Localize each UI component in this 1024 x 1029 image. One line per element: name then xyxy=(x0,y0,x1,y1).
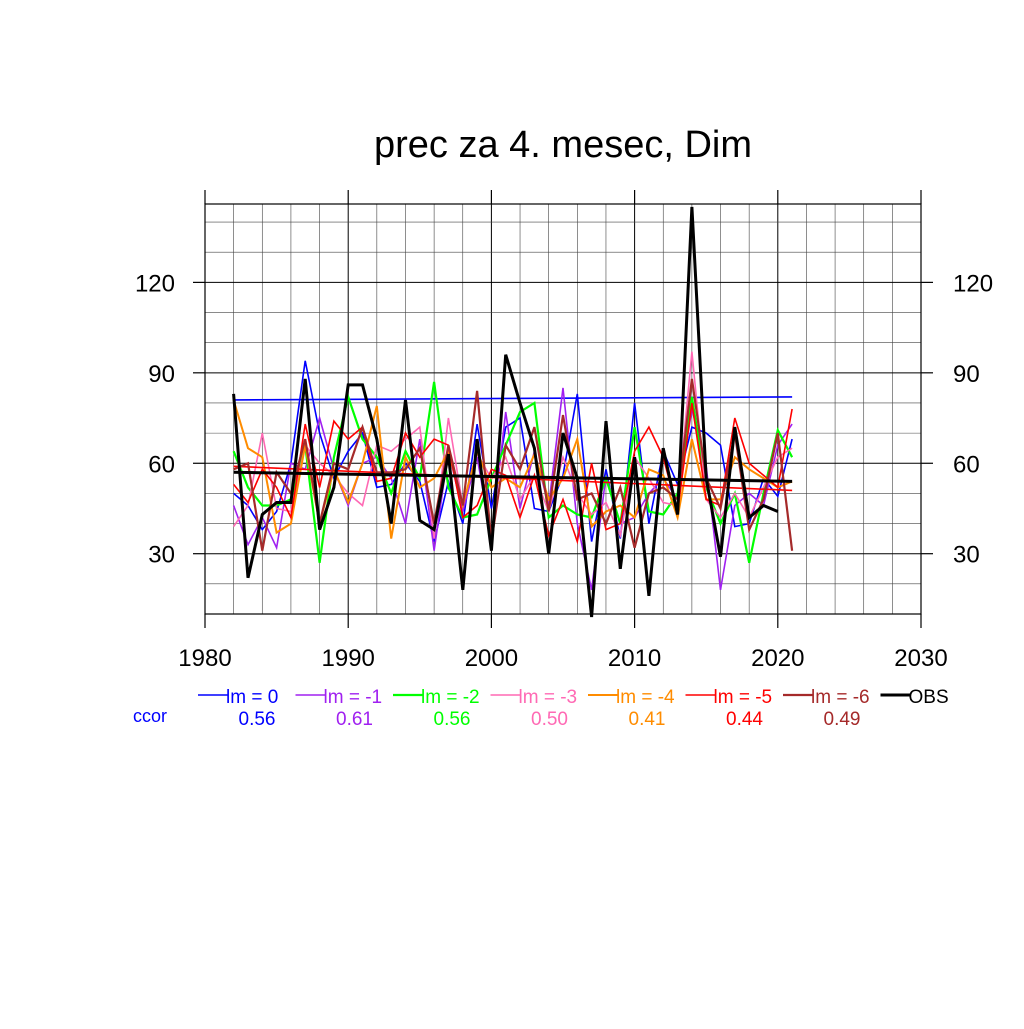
ccor-value: 0.56 xyxy=(434,709,471,730)
axes: 1980 1990 2000 2010 2020 2030 30 30 60 60 90 90 120 1… xyxy=(135,190,993,672)
y-tick-label-right: 90 xyxy=(953,361,980,388)
x-tick-label: 1980 xyxy=(178,645,231,672)
ccor-value: 0.49 xyxy=(824,709,861,730)
x-tick-label: 2000 xyxy=(465,645,518,672)
x-tick-label: 2020 xyxy=(751,645,804,672)
ccor-value: 0.44 xyxy=(726,709,763,730)
plot-frame xyxy=(204,203,922,615)
legend-label: lm = -5 xyxy=(714,687,773,708)
ccor-value: 0.56 xyxy=(239,709,276,730)
series-line-5 xyxy=(232,402,793,545)
series-line-7 xyxy=(232,206,779,618)
legend-label: lm = 0 xyxy=(226,687,278,708)
ccor-value: 0.61 xyxy=(336,709,373,730)
x-tick-label: 2010 xyxy=(608,645,661,672)
y-tick-label-right: 30 xyxy=(953,542,980,569)
y-tick-label-left: 30 xyxy=(148,542,175,569)
chart-title: prec za 4. mesec, Dim xyxy=(374,124,752,166)
series-line-6 xyxy=(233,378,794,551)
trend-line-0 xyxy=(233,396,793,401)
trend-line-7 xyxy=(233,470,793,483)
y-tick-label-left: 60 xyxy=(148,451,175,478)
ccor-value: 0.50 xyxy=(531,709,568,730)
x-tick-label: 1990 xyxy=(322,645,375,672)
y-tick-label-right: 120 xyxy=(953,270,993,297)
x-tick-label: 2030 xyxy=(894,645,947,672)
y-tick-label-left: 120 xyxy=(135,270,175,297)
legend-label: lm = -6 xyxy=(811,687,870,708)
legend-label: lm = -1 xyxy=(324,687,383,708)
y-tick-label-left: 90 xyxy=(148,361,175,388)
ccor-label: ccor xyxy=(133,706,167,726)
legend-label: OBS xyxy=(909,687,949,708)
legend-label: lm = -4 xyxy=(616,687,675,708)
trend-line-5 xyxy=(233,465,793,492)
y-tick-label-right: 60 xyxy=(953,451,980,478)
ccor-value: 0.41 xyxy=(629,709,666,730)
series-layer xyxy=(232,206,794,618)
legend-label: lm = -2 xyxy=(421,687,480,708)
legend-label: lm = -3 xyxy=(519,687,578,708)
